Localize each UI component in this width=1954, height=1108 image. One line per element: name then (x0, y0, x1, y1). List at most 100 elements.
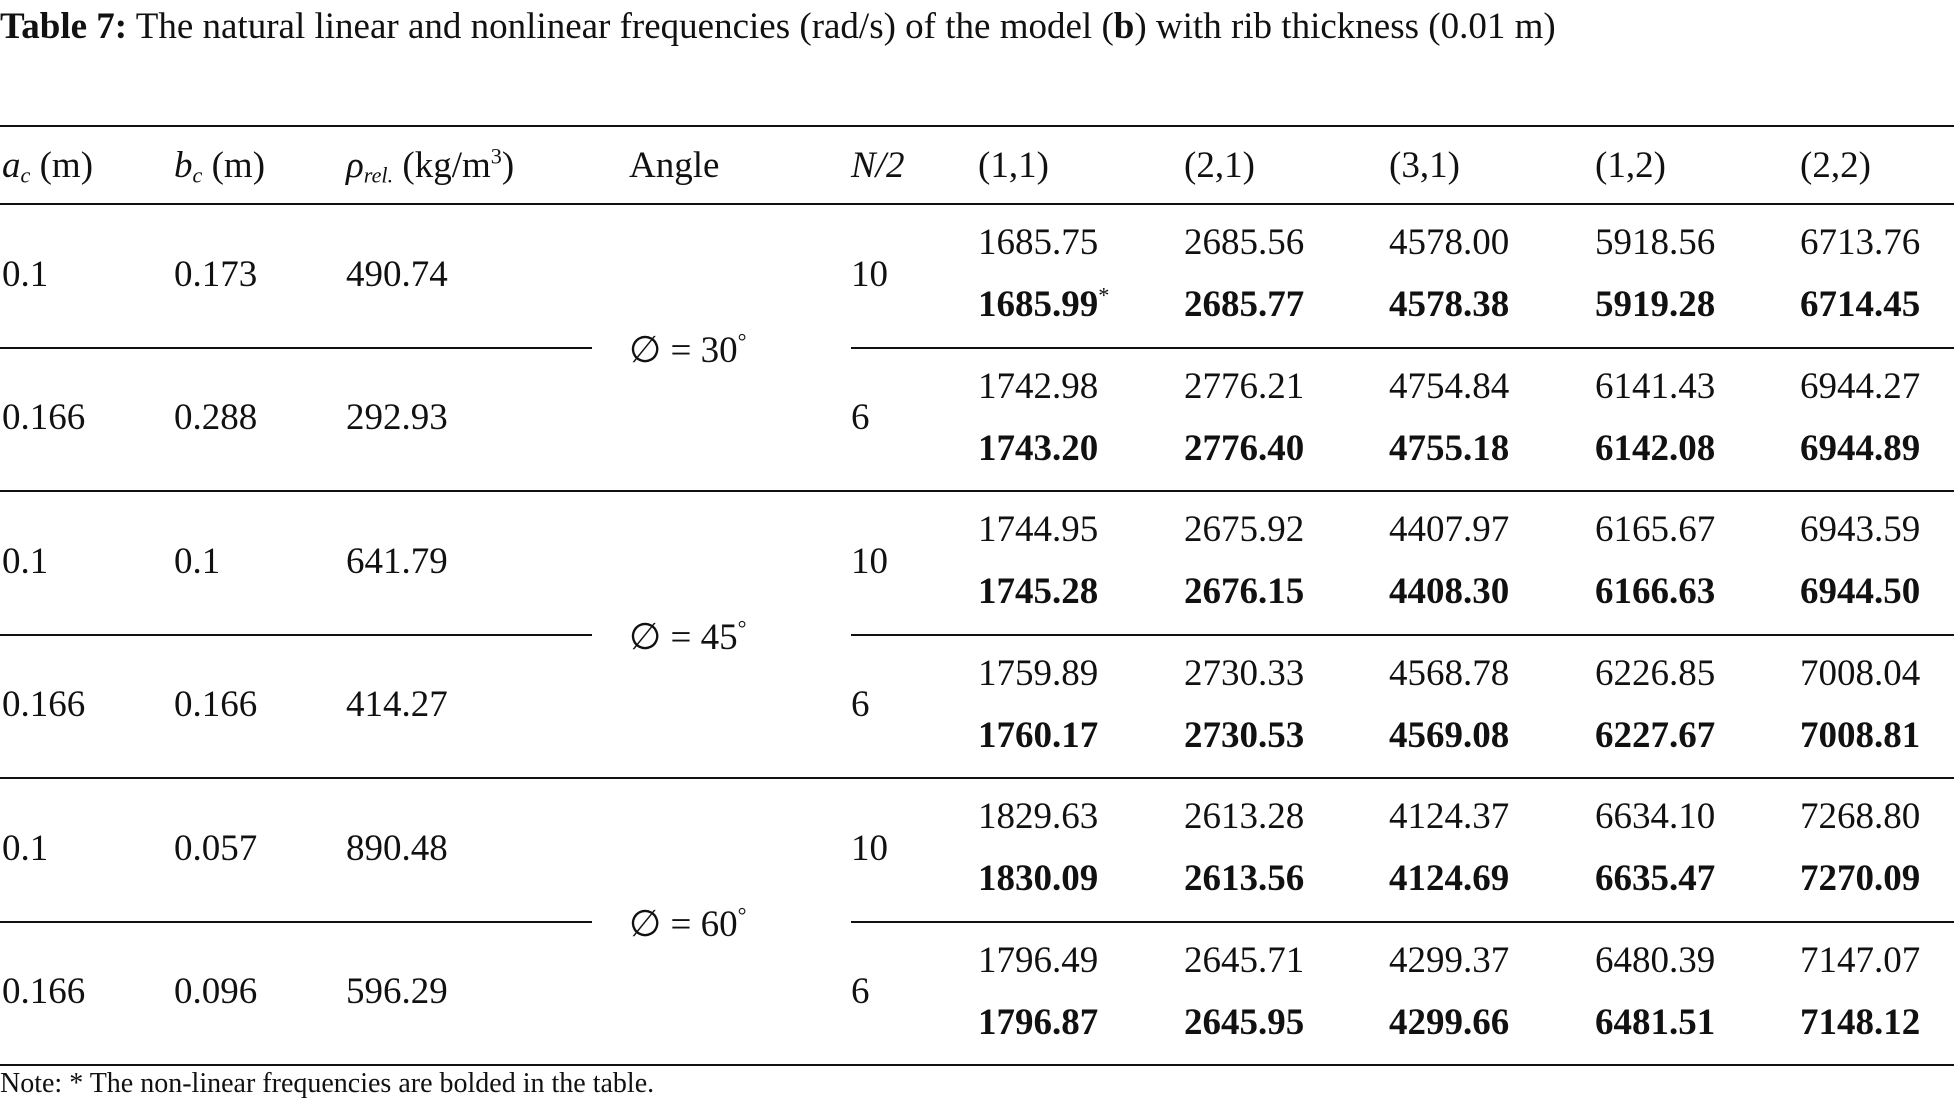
cell-rho: 490.74 (346, 253, 448, 295)
cell: ∅ = 60° (629, 903, 746, 947)
nonlinear-frequency: 4569.08 (1389, 714, 1510, 756)
nonlinear-frequency: 7270.09 (1800, 858, 1921, 899)
table-note: Note: * The non-linear frequencies are b… (0, 1068, 655, 1099)
table-rule (851, 346, 1954, 349)
table-rule (0, 920, 592, 923)
table-rule (0, 125, 1954, 127)
linear-frequency: 6713.76 (1800, 222, 1921, 263)
table-rule (0, 490, 1954, 492)
nonlinear-frequency: 6142.08 (1595, 427, 1716, 469)
header-subscript: c (20, 162, 31, 188)
cell-ac: 0.1 (2, 827, 49, 869)
cell-n: 10 (851, 827, 888, 869)
cell: 6944.27 (1800, 365, 1920, 409)
nonlinear-frequency: 5919.28 (1595, 284, 1716, 325)
cell: 1745.28 (978, 570, 1098, 614)
cell: 6480.39 (1595, 939, 1715, 983)
linear-frequency: 6634.10 (1595, 796, 1716, 837)
cell: 7008.81 (1800, 714, 1920, 758)
linear-frequency: 1759.89 (978, 652, 1099, 694)
footnote-marker: * (1098, 282, 1110, 308)
nonlinear-frequency: 1796.87 (978, 1001, 1099, 1043)
table-rule (0, 203, 1954, 205)
column-header: (2,1) (1184, 144, 1255, 188)
cell: 0.166 (2, 683, 85, 727)
cell: 4578.38 (1389, 283, 1509, 327)
cell: 6227.67 (1595, 714, 1715, 758)
caption-bold: b (1113, 6, 1135, 47)
cell: 10 (851, 827, 888, 871)
nonlinear-frequency: 4578.38 (1389, 284, 1510, 325)
cell: 292.93 (346, 396, 448, 440)
linear-frequency: 2675.92 (1184, 509, 1305, 550)
linear-frequency: 4124.37 (1389, 796, 1510, 837)
cell: 490.74 (346, 253, 448, 297)
cell: 6141.43 (1595, 365, 1715, 409)
cell: 6714.45 (1800, 283, 1920, 327)
cell-ac: 0.166 (2, 684, 86, 726)
cell: 0.096 (174, 970, 257, 1014)
header-text: (1,1) (978, 144, 1049, 186)
cell: 0.166 (174, 683, 257, 727)
cell: 7270.09 (1800, 857, 1920, 901)
nonlinear-frequency: 6944.50 (1800, 571, 1921, 612)
cell-bc: 0.173 (174, 253, 258, 295)
cell-rho: 890.48 (346, 827, 448, 869)
cell-bc: 0.1 (174, 540, 221, 582)
cell: 0.1 (2, 827, 48, 871)
cell: 4568.78 (1389, 652, 1509, 696)
column-header: N/2 (851, 144, 904, 188)
cell: 7268.80 (1800, 795, 1920, 839)
header-text: (3,1) (1389, 144, 1460, 186)
cell: 0.288 (174, 396, 257, 440)
header-text: (2,2) (1800, 144, 1871, 186)
cell: 6944.50 (1800, 570, 1920, 614)
cell: 4407.97 (1389, 508, 1509, 552)
cell: 0.1 (2, 253, 48, 297)
cell-bc: 0.166 (174, 684, 258, 726)
cell: 5918.56 (1595, 221, 1715, 265)
table-rule (0, 346, 592, 349)
header-text: (1,2) (1595, 144, 1666, 186)
nonlinear-frequency: 6635.47 (1595, 858, 1716, 899)
cell: 6 (851, 970, 870, 1014)
angle-degree: ° (737, 615, 747, 641)
nonlinear-frequency: 6714.45 (1800, 284, 1921, 325)
nonlinear-frequency: 2645.95 (1184, 1001, 1305, 1043)
cell: 2730.33 (1184, 652, 1304, 696)
linear-frequency: 6141.43 (1595, 365, 1716, 407)
cell-n: 6 (851, 397, 870, 439)
cell: 4569.08 (1389, 714, 1509, 758)
caption: Table 7: The natural linear and nonlinea… (0, 2, 1954, 52)
header-symbol: ρ (346, 144, 364, 186)
linear-frequency: 4754.84 (1389, 365, 1510, 407)
nonlinear-frequency: 6481.51 (1595, 1001, 1716, 1043)
cell: 6165.67 (1595, 508, 1715, 552)
linear-frequency: 4299.37 (1389, 939, 1510, 981)
cell: 2645.95 (1184, 1001, 1304, 1045)
linear-frequency: 2645.71 (1184, 939, 1305, 981)
cell: 596.29 (346, 970, 448, 1014)
cell: 6713.76 (1800, 221, 1920, 265)
nonlinear-frequency: 1745.28 (978, 571, 1099, 612)
nonlinear-frequency: 1743.20 (978, 427, 1099, 469)
cell-bc: 0.057 (174, 827, 258, 869)
cell: 6943.59 (1800, 508, 1920, 552)
nonlinear-frequency: 7008.81 (1800, 714, 1921, 756)
cell: 4124.37 (1389, 795, 1509, 839)
cell: 0.173 (174, 253, 257, 297)
cell: 6226.85 (1595, 652, 1715, 696)
nonlinear-frequency: 2685.77 (1184, 284, 1305, 325)
cell-n: 6 (851, 971, 870, 1013)
linear-frequency: 2730.33 (1184, 652, 1305, 694)
cell-ac: 0.1 (2, 540, 49, 582)
cell: 2675.92 (1184, 508, 1304, 552)
cell: 1760.17 (978, 714, 1098, 758)
cell-n: 6 (851, 684, 870, 726)
linear-frequency: 4578.00 (1389, 222, 1510, 263)
linear-frequency: 1685.75 (978, 222, 1099, 263)
nonlinear-frequency: 2676.15 (1184, 571, 1305, 612)
linear-frequency: 7147.07 (1800, 939, 1921, 981)
nonlinear-frequency: 2776.40 (1184, 427, 1305, 469)
cell: 5919.28 (1595, 283, 1715, 327)
